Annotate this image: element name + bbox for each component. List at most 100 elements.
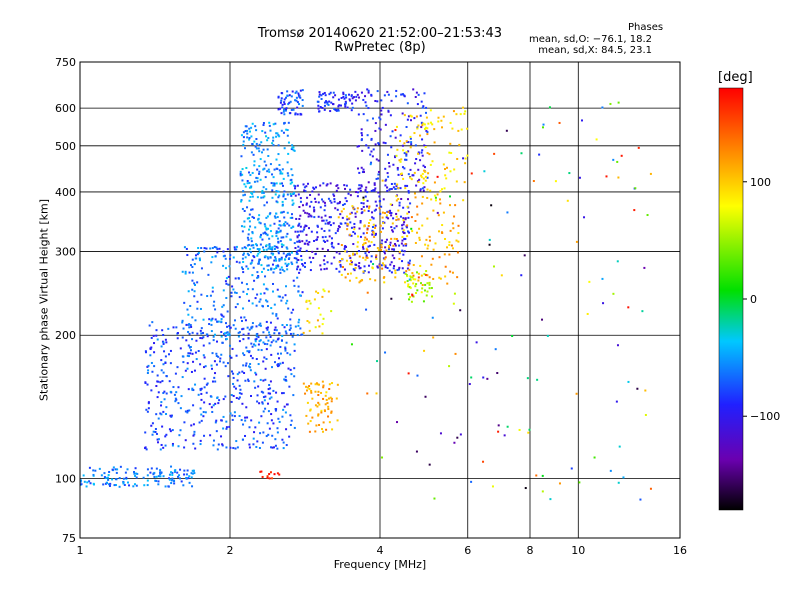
data-point [456,276,459,279]
data-point [395,238,398,241]
data-point [367,209,370,212]
data-point [289,100,292,103]
data-point [194,383,197,386]
data-point [268,237,271,240]
data-point [453,441,456,444]
data-point [404,218,407,221]
data-point [323,230,326,233]
data-point [229,412,232,415]
data-point [393,265,396,268]
data-point [202,318,205,321]
data-point [401,144,404,147]
data-point [402,230,405,233]
data-point [276,447,279,450]
data-point [106,476,109,479]
data-point [379,224,382,227]
data-point [162,475,165,478]
data-point [448,253,451,256]
data-point [195,339,198,342]
data-point [395,215,398,218]
data-point [352,96,355,99]
data-point [308,213,311,216]
data-point [190,476,193,479]
data-point [177,402,180,405]
data-point [275,232,278,235]
data-point [324,394,327,397]
data-point [275,190,278,193]
data-point [235,440,238,443]
data-point [271,235,274,238]
data-point [193,433,196,436]
data-point [293,349,296,352]
data-point [268,427,271,430]
data-point [353,253,356,256]
data-point [256,180,259,183]
data-point [250,208,253,211]
data-point [370,255,373,258]
data-point [242,143,245,146]
data-point [263,167,266,170]
data-point [257,147,260,150]
data-point [277,96,280,99]
data-point [287,103,290,106]
data-point [301,230,304,233]
data-point [194,351,197,354]
data-point [588,280,591,283]
data-point [394,244,397,247]
data-point [342,207,345,210]
data-point [271,477,274,480]
data-point [314,383,317,386]
data-point [253,380,256,383]
data-point [220,313,223,316]
data-point [284,347,287,350]
data-point [402,149,405,152]
data-point [492,265,495,268]
data-point [287,307,290,310]
data-point [213,300,216,303]
data-point [308,299,311,302]
data-point [216,397,219,400]
data-point [184,369,187,372]
data-point [176,366,179,369]
data-point [421,154,424,157]
data-point [595,138,598,141]
data-point [328,387,331,390]
data-point [362,256,365,259]
data-point [232,394,235,397]
data-point [215,354,218,357]
data-point [396,183,399,186]
data-point [400,158,403,161]
data-point [286,299,289,302]
data-point [326,402,329,405]
data-point [324,403,327,406]
data-point [273,361,276,364]
data-point [279,268,282,271]
data-point [261,402,264,405]
data-point [361,246,364,249]
data-point [280,92,283,95]
data-point [310,200,313,203]
data-point [287,174,290,177]
data-point [393,182,396,185]
data-point [449,195,452,198]
data-point [247,267,250,270]
data-point [269,224,272,227]
data-point [104,482,107,485]
data-point [265,336,268,339]
data-point [301,333,304,336]
data-point [275,264,278,267]
data-point [337,242,340,245]
data-point [359,187,362,190]
data-point [328,100,331,103]
data-point [348,217,351,220]
data-point [406,118,409,121]
data-point [380,99,383,102]
data-point [284,262,287,265]
data-point [413,192,416,195]
data-point [317,390,320,393]
data-point [369,278,372,281]
data-point [387,211,390,214]
data-point [208,318,211,321]
data-point [196,332,199,335]
data-point [386,172,389,175]
